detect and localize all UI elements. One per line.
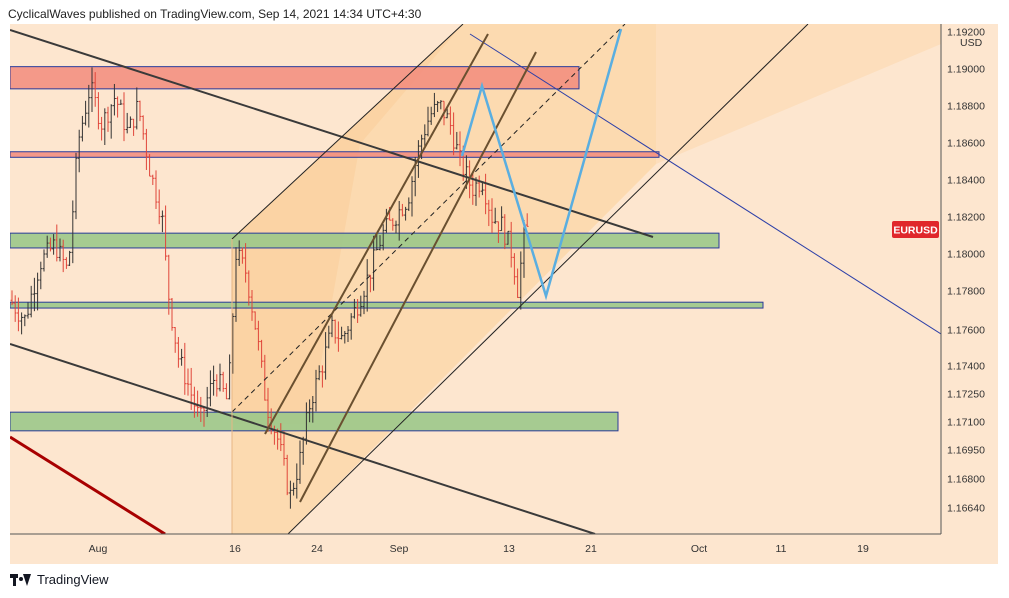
price-tick-label: 1.17600 xyxy=(947,325,985,337)
price-tick-label: 1.16800 xyxy=(947,474,985,486)
demand-zone-upper[interactable] xyxy=(10,232,720,249)
time-tick-label: 24 xyxy=(311,543,323,555)
price-tick-label: 1.17100 xyxy=(947,417,985,429)
price-tick-label: 1.16950 xyxy=(947,445,985,457)
time-tick-label: Oct xyxy=(691,543,707,555)
price-scale-background xyxy=(941,24,998,534)
price-tick-label: 1.17250 xyxy=(947,389,985,401)
price-tick-label: 1.18200 xyxy=(947,212,985,224)
supply-zone-lower[interactable] xyxy=(10,151,660,158)
projection-path[interactable] xyxy=(460,28,623,301)
footer: TradingView xyxy=(10,572,109,587)
descending-trendline-lower[interactable] xyxy=(10,343,596,534)
inner-channel-line-right[interactable] xyxy=(299,51,537,503)
projection-fill xyxy=(656,24,941,164)
price-tick-label: 1.19000 xyxy=(947,64,985,76)
price-tick-label: 1.17400 xyxy=(947,361,985,373)
price-tick-label: 1.17800 xyxy=(947,286,985,298)
supply-zone-upper[interactable] xyxy=(10,66,580,90)
price-tick-label: 1.18400 xyxy=(947,175,985,187)
price-chart[interactable]: 1.16640 1.16800 1.16950 1.17100 1.17250 1.174… xyxy=(10,24,998,564)
price-tick-label: 1.18600 xyxy=(947,138,985,150)
tradingview-logo-icon xyxy=(10,573,32,586)
inner-channel-line-left[interactable] xyxy=(264,33,489,435)
price-tick-label: 1.16640 xyxy=(947,503,985,515)
inner-channel-fill xyxy=(232,24,463,424)
time-tick-label: 21 xyxy=(585,543,597,555)
blue-trendline[interactable] xyxy=(469,33,941,335)
time-scale-background xyxy=(10,534,998,564)
publisher-caption: CyclicalWaves published on TradingView.c… xyxy=(8,7,422,21)
time-tick-label: 19 xyxy=(857,543,869,555)
red-trendline[interactable] xyxy=(10,435,166,534)
price-tick-label: 1.18800 xyxy=(947,101,985,113)
time-tick-label: 16 xyxy=(229,543,241,555)
channel-midline[interactable] xyxy=(231,24,626,413)
symbol-badge[interactable]: EURUSD xyxy=(892,221,939,238)
demand-zone-middle[interactable] xyxy=(10,301,764,309)
descending-trendline-upper[interactable] xyxy=(10,29,654,238)
chart-svg[interactable]: 1.16640 1.16800 1.16950 1.17100 1.17250 1.174… xyxy=(10,24,998,564)
currency-label: USD xyxy=(960,37,983,49)
channel-lower-line[interactable] xyxy=(287,24,809,534)
time-tick-label: Sep xyxy=(390,543,409,555)
time-tick-label: Aug xyxy=(89,543,108,555)
price-tick-label: 1.19200 xyxy=(947,27,985,39)
channel-upper-line[interactable] xyxy=(231,24,464,240)
demand-zone-lower[interactable] xyxy=(10,411,619,432)
symbol-badge-label: EURUSD xyxy=(893,225,938,237)
time-tick-label: 13 xyxy=(503,543,515,555)
price-tick-label: 1.18000 xyxy=(947,249,985,261)
footer-brand: TradingView xyxy=(37,572,109,587)
time-tick-label: 11 xyxy=(776,543,787,555)
